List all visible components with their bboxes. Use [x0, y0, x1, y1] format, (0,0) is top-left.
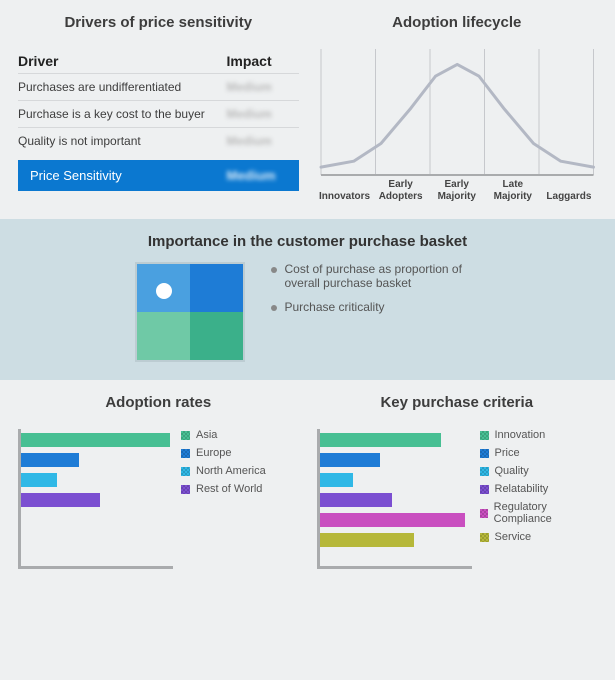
- summary-label: Price Sensitivity: [30, 168, 227, 183]
- bar: [21, 473, 57, 487]
- purchase-criteria-legend: Innovation Price Quality Relatability Regula…: [480, 429, 598, 569]
- lifecycle-stage-label: Early Adopters: [373, 179, 429, 202]
- legend-item: Innovation: [480, 429, 598, 441]
- drivers-header-impact: Impact: [227, 53, 299, 69]
- basket-legend-item: Cost of purchase as proportion of overal…: [271, 262, 481, 290]
- legend-label: Rest of World: [196, 483, 262, 495]
- driver-impact: Medium: [227, 107, 299, 121]
- bar: [320, 453, 381, 467]
- legend-item: Regulatory Compliance: [480, 501, 598, 525]
- legend-swatch-icon: [480, 467, 489, 476]
- bar: [320, 513, 466, 527]
- lifecycle-stage-label: Early Majority: [429, 179, 485, 202]
- lifecycle-chart: [317, 49, 598, 179]
- legend-item: Service: [480, 531, 598, 543]
- purchase-basket-title: Importance in the customer purchase bask…: [18, 233, 597, 250]
- legend-item: Asia: [181, 429, 266, 441]
- driver-label: Purchases are undifferentiated: [18, 80, 227, 94]
- legend-item: Rest of World: [181, 483, 266, 495]
- legend-swatch-icon: [480, 485, 489, 494]
- legend-swatch-icon: [181, 467, 190, 476]
- legend-label: Relatability: [495, 483, 549, 495]
- legend-label: Quality: [495, 465, 529, 477]
- adoption-rates-chart: [18, 429, 173, 569]
- driver-label: Quality is not important: [18, 134, 227, 148]
- bullet-icon: [271, 267, 277, 273]
- legend-label: Europe: [196, 447, 231, 459]
- legend-swatch-icon: [181, 431, 190, 440]
- price-sensitivity-panel: Drivers of price sensitivity Driver Impa…: [18, 14, 299, 209]
- bar: [21, 493, 100, 507]
- purchase-basket-legend: Cost of purchase as proportion of overal…: [271, 262, 481, 324]
- legend-label: Innovation: [495, 429, 546, 441]
- driver-impact: Medium: [227, 134, 299, 148]
- adoption-lifecycle-title: Adoption lifecycle: [317, 14, 598, 31]
- driver-row: Purchase is a key cost to the buyerMediu…: [18, 100, 299, 127]
- bar: [320, 433, 442, 447]
- drivers-header-driver: Driver: [18, 53, 227, 69]
- driver-row: Quality is not importantMedium: [18, 127, 299, 154]
- legend-label: Service: [495, 531, 532, 543]
- basket-legend-label: Cost of purchase as proportion of overal…: [285, 262, 481, 290]
- treemap-cell: [137, 312, 190, 360]
- driver-impact: Medium: [227, 80, 299, 94]
- legend-swatch-icon: [181, 449, 190, 458]
- legend-item: Europe: [181, 447, 266, 459]
- bar: [21, 433, 170, 447]
- bullet-icon: [271, 305, 277, 311]
- purchase-basket-panel: Importance in the customer purchase bask…: [0, 219, 615, 380]
- basket-legend-label: Purchase criticality: [285, 300, 385, 314]
- purchase-basket-treemap: [135, 262, 245, 362]
- adoption-rates-panel: Adoption rates Asia Europe North America Re…: [18, 394, 299, 569]
- adoption-lifecycle-panel: Adoption lifecycle InnovatorsEarly Adopt…: [317, 14, 598, 209]
- legend-label: Regulatory Compliance: [494, 501, 597, 525]
- legend-label: Price: [495, 447, 520, 459]
- legend-swatch-icon: [480, 431, 489, 440]
- purchase-criteria-panel: Key purchase criteria Innovation Price Qua…: [317, 394, 598, 569]
- bar: [320, 533, 414, 547]
- drivers-table-body: Purchases are undifferentiatedMediumPurc…: [18, 73, 299, 154]
- adoption-rates-title: Adoption rates: [18, 394, 299, 411]
- legend-item: Price: [480, 447, 598, 459]
- legend-swatch-icon: [181, 485, 190, 494]
- legend-item: Relatability: [480, 483, 598, 495]
- legend-swatch-icon: [480, 449, 489, 458]
- purchase-criteria-title: Key purchase criteria: [317, 394, 598, 411]
- summary-impact: Medium: [227, 168, 287, 183]
- legend-swatch-icon: [480, 533, 489, 542]
- treemap-marker: [156, 283, 172, 299]
- legend-swatch-icon: [480, 509, 488, 518]
- bar: [320, 473, 353, 487]
- adoption-rates-legend: Asia Europe North America Rest of World: [181, 429, 266, 569]
- price-sensitivity-title: Drivers of price sensitivity: [18, 14, 299, 31]
- bar: [21, 453, 79, 467]
- lifecycle-stage-label: Late Majority: [485, 179, 541, 202]
- bar: [320, 493, 393, 507]
- lifecycle-stage-label: Innovators: [317, 191, 373, 203]
- legend-label: Asia: [196, 429, 217, 441]
- legend-label: North America: [196, 465, 266, 477]
- purchase-criteria-chart: [317, 429, 472, 569]
- basket-legend-item: Purchase criticality: [271, 300, 481, 314]
- lifecycle-axis-labels: InnovatorsEarly AdoptersEarly MajorityLa…: [317, 179, 598, 202]
- driver-label: Purchase is a key cost to the buyer: [18, 107, 227, 121]
- drivers-table-header: Driver Impact: [18, 49, 299, 73]
- legend-item: North America: [181, 465, 266, 477]
- price-sensitivity-summary: Price Sensitivity Medium: [18, 160, 299, 191]
- treemap-cell: [190, 312, 243, 360]
- lifecycle-stage-label: Laggards: [541, 191, 597, 203]
- driver-row: Purchases are undifferentiatedMedium: [18, 73, 299, 100]
- treemap-cell: [190, 264, 243, 312]
- legend-item: Quality: [480, 465, 598, 477]
